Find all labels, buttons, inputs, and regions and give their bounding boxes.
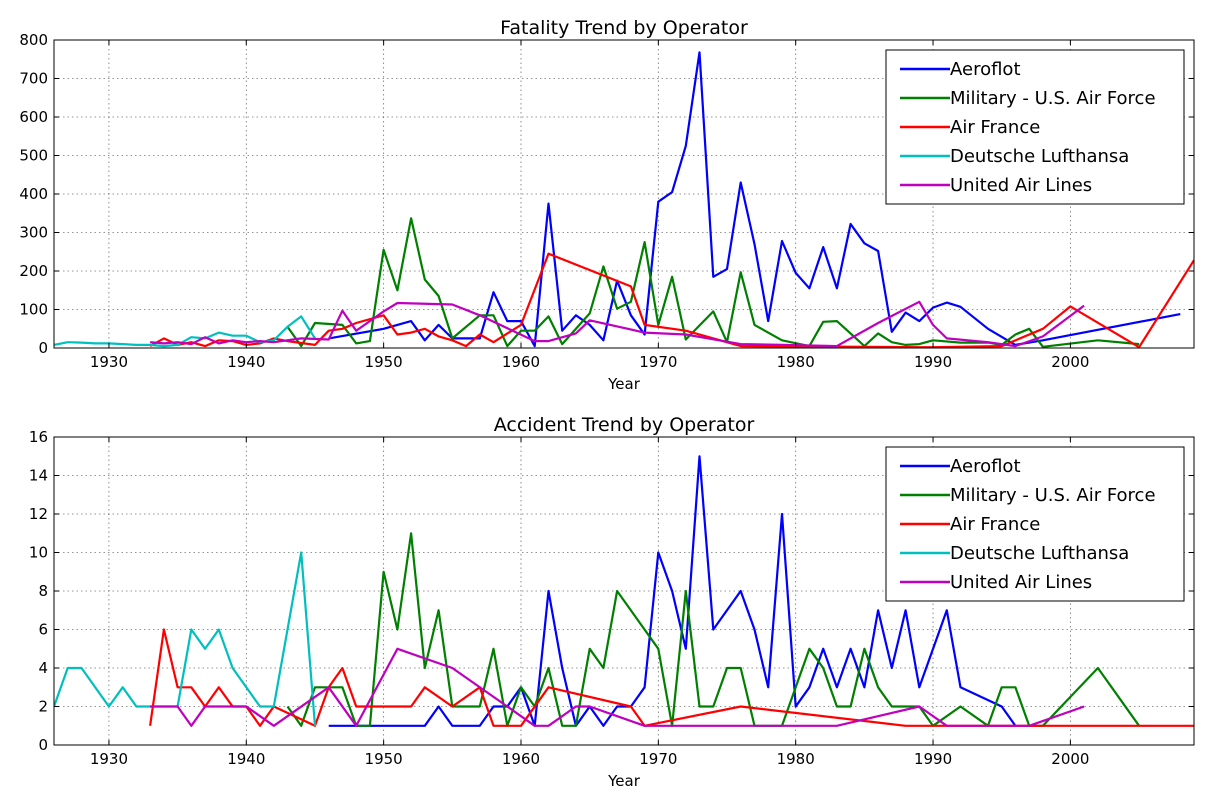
fatality-chart-title: Fatality Trend by Operator — [500, 17, 748, 39]
fatality-xtick-label: 1990 — [914, 353, 952, 371]
accident-series-aeroflot — [328, 455, 1017, 727]
fatality-legend-label: United Air Lines — [950, 175, 1092, 196]
accident-ytick-label: 0 — [38, 736, 48, 754]
accident-series-air-france — [149, 628, 1194, 727]
fatality-series-group — [54, 51, 1194, 348]
fatality-series-aeroflot — [328, 51, 1181, 348]
accident-xtick-label: 1950 — [365, 750, 403, 768]
fatality-series-deutsche-lufthansa — [54, 315, 316, 348]
fatality-ytick-label: 200 — [19, 262, 48, 280]
accident-ytick-label: 6 — [38, 621, 48, 639]
accident-ytick-label: 14 — [29, 467, 48, 485]
accident-xtick-label: 1970 — [639, 750, 677, 768]
fatality-legend-label: Deutsche Lufthansa — [950, 146, 1129, 167]
fatality-legend-label: Air France — [950, 117, 1040, 138]
accident-legend-label: Deutsche Lufthansa — [950, 543, 1129, 564]
fatality-xtick-label: 1940 — [227, 353, 265, 371]
fatality-ticks: 1930 1940 1950 1960 1970 1980 1990 2000 0 100 200 3… — [19, 31, 1194, 371]
accident-xtick-label: 1930 — [90, 750, 128, 768]
fatality-ytick-label: 100 — [19, 301, 48, 319]
fatality-xtick-label: 1930 — [90, 353, 128, 371]
accident-ytick-label: 10 — [29, 544, 48, 562]
accident-legend: Aeroflot Military - U.S. Air Force Air Fra… — [885, 446, 1185, 602]
fatality-series-military-u-s-air-force — [286, 217, 1140, 348]
accident-xtick-label: 1960 — [502, 750, 540, 768]
accident-legend-label: Air France — [950, 514, 1040, 535]
accident-series-group — [54, 455, 1194, 727]
accident-ytick-label: 12 — [29, 505, 48, 523]
fatality-xtick-label: 1960 — [502, 353, 540, 371]
fatality-ytick-label: 600 — [19, 108, 48, 126]
fatality-ytick-label: 400 — [19, 185, 48, 203]
accident-ytick-label: 8 — [38, 582, 48, 600]
accident-xtick-label: 1980 — [777, 750, 815, 768]
fatality-ytick-label: 500 — [19, 147, 48, 165]
accident-legend-label: Military - U.S. Air Force — [950, 485, 1156, 506]
accident-trend-chart: Accident Trend by Operator Year 1930 1940… — [29, 414, 1195, 790]
accident-ytick-label: 2 — [38, 698, 48, 716]
fatality-xtick-label: 1950 — [365, 353, 403, 371]
fatality-ytick-label: 700 — [19, 70, 48, 88]
fatality-ytick-label: 300 — [19, 224, 48, 242]
fatality-xtick-label: 2000 — [1051, 353, 1089, 371]
accident-xtick-label: 2000 — [1051, 750, 1089, 768]
fatality-trend-chart: Fatality Trend by Operator Year 1930 1940… — [19, 17, 1195, 393]
fatality-ytick-label: 800 — [19, 31, 48, 49]
accident-xtick-label: 1940 — [227, 750, 265, 768]
fatality-legend-label: Aeroflot — [950, 59, 1021, 80]
accident-chart-xlabel: Year — [607, 772, 641, 790]
accident-series-united-air-lines — [150, 647, 1085, 727]
fatality-series-united-air-lines — [150, 300, 1085, 348]
accident-legend-label: United Air Lines — [950, 572, 1092, 593]
accident-chart-title: Accident Trend by Operator — [494, 414, 755, 436]
accident-ytick-label: 16 — [29, 428, 48, 446]
fatality-legend-label: Military - U.S. Air Force — [950, 88, 1156, 109]
accident-legend-label: Aeroflot — [950, 456, 1021, 477]
accident-ytick-label: 4 — [38, 659, 48, 677]
fatality-xtick-label: 1980 — [777, 353, 815, 371]
accident-xtick-label: 1990 — [914, 750, 952, 768]
accident-ticks: 1930 1940 1950 1960 1970 1980 1990 2000 0 2 4 6 8 10 1… — [29, 428, 1194, 768]
accident-series-deutsche-lufthansa — [54, 551, 317, 726]
fatality-chart-xlabel: Year — [607, 375, 641, 393]
fatality-legend: Aeroflot Military - U.S. Air Force Air Fra… — [885, 49, 1185, 205]
fatality-xtick-label: 1970 — [639, 353, 677, 371]
fatality-ytick-label: 0 — [38, 339, 48, 357]
